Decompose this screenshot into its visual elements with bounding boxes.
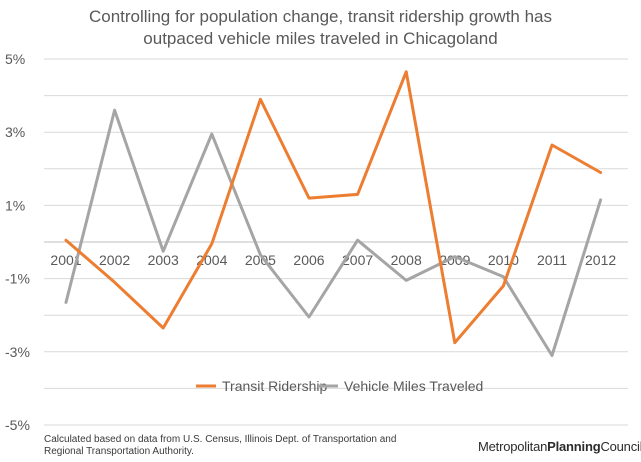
- x-tick-label: 2011: [537, 252, 567, 268]
- source-footnote: Calculated based on data from U.S. Censu…: [44, 434, 404, 458]
- x-tick-label: 2002: [99, 252, 130, 268]
- logo-part-3: Council: [600, 439, 641, 454]
- legend-label: Vehicle Miles Traveled: [344, 378, 483, 394]
- chart-title: Controlling for population change, trans…: [0, 6, 641, 50]
- y-tick-label: -1%: [5, 271, 30, 287]
- x-tick-label: 2012: [585, 252, 616, 268]
- x-tick-label: 2003: [148, 252, 179, 268]
- y-tick-label: -5%: [5, 417, 30, 433]
- y-tick-label: 3%: [5, 124, 25, 140]
- footnote-line-1: Calculated based on data from U.S. Censu…: [44, 434, 397, 445]
- mpc-logo: MetropolitanPlanningCouncil: [478, 439, 641, 454]
- x-tick-label: 2001: [50, 252, 81, 268]
- logo-part-2: Planning: [547, 439, 601, 454]
- legend-label: Transit Ridership: [222, 378, 328, 394]
- series-line: [64, 70, 603, 345]
- y-tick-label: -3%: [5, 344, 30, 360]
- logo-part-1: Metropolitan: [478, 439, 548, 454]
- y-tick-label: 1%: [5, 197, 25, 213]
- x-tick-label: 2006: [293, 252, 324, 268]
- chart-title-line-1: Controlling for population change, trans…: [88, 7, 553, 26]
- footnote-line-2: Regional Transportation Authority.: [44, 446, 194, 457]
- chart-title-line-2: outpaced vehicle miles traveled in Chica…: [143, 29, 498, 48]
- y-tick-label: 5%: [5, 51, 25, 67]
- x-tick-label: 2007: [342, 252, 373, 268]
- x-tick-label: 2009: [439, 252, 470, 268]
- x-tick-label: 2008: [391, 252, 422, 268]
- series-line: [64, 108, 603, 357]
